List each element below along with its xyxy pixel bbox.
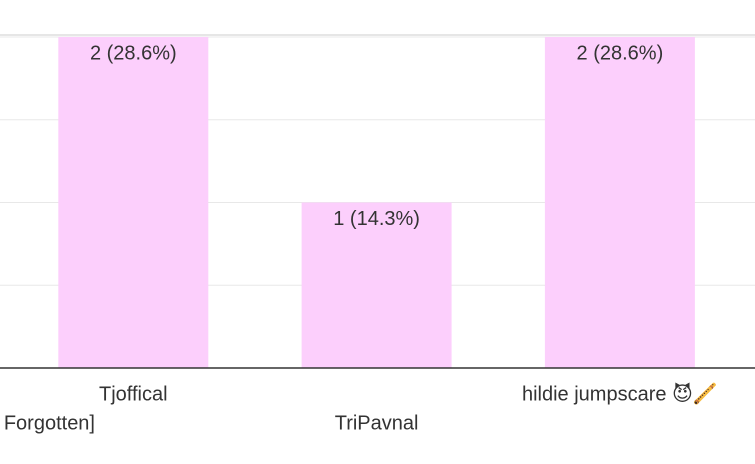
bar: [544, 37, 695, 368]
x-tick-label: TriPavnal: [335, 412, 419, 434]
x-tick-label: hildie jumpscare 😈🪈: [522, 381, 718, 405]
value-label: 1 (14.3%): [333, 208, 420, 230]
bar: [301, 202, 452, 368]
value-label: 2 (28.6%): [90, 42, 177, 64]
x-tick-label: Forgotten]: [4, 412, 95, 434]
bar: [58, 37, 209, 368]
x-tick-label: Tjoffical: [99, 383, 168, 405]
value-label: 2 (28.6%): [577, 42, 664, 64]
